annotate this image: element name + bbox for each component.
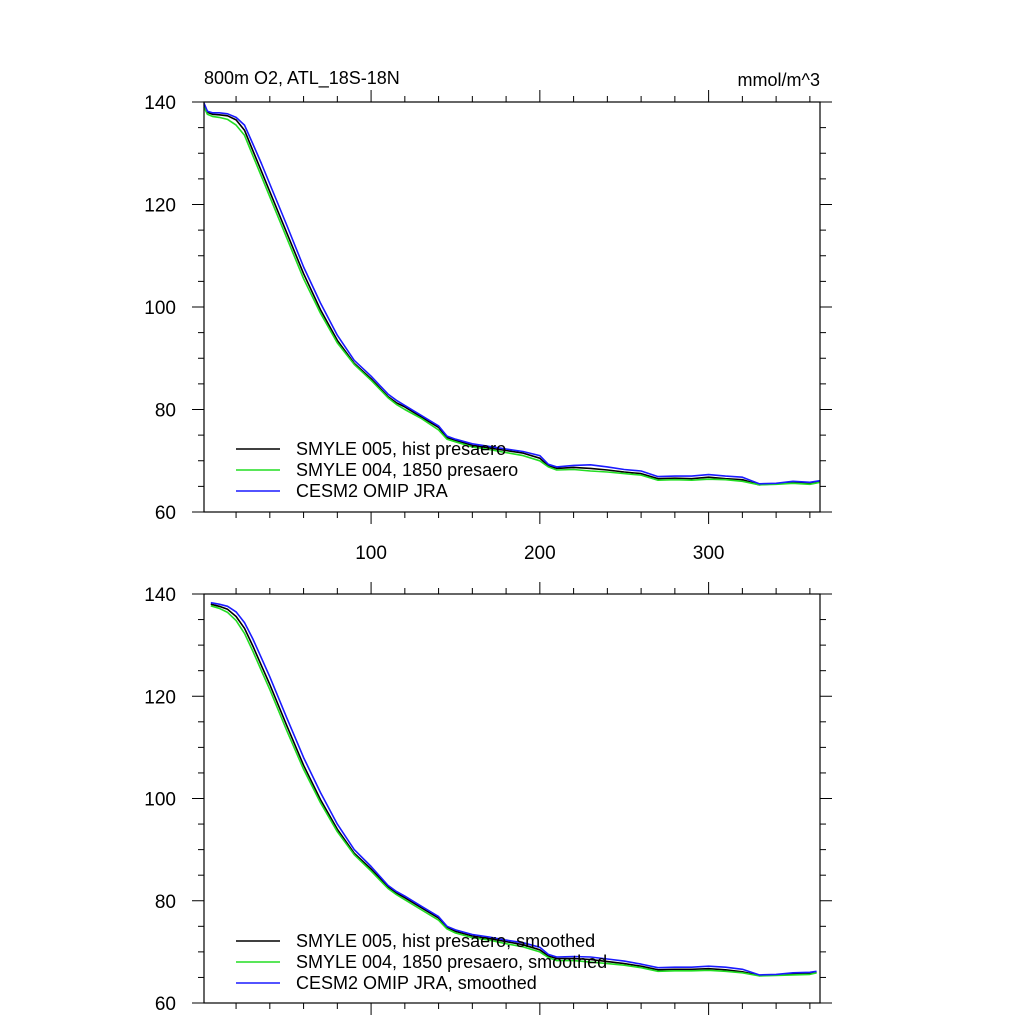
top-panel: 800m O2, ATL_18S-18N mmol/m^3 60 80 100 120… xyxy=(144,68,832,564)
top-panel-ticks: 60 80 100 120 140 100 200 300 xyxy=(144,90,832,564)
top-ytick-label: 120 xyxy=(144,196,176,217)
top-xtick-label: 300 xyxy=(693,543,725,564)
bottom-panel-ticks: 60 80 100 120 140 xyxy=(144,582,832,1015)
top-xtick-label: 100 xyxy=(355,543,387,564)
top-panel-marks xyxy=(203,102,821,486)
bottom-ytick-label: 60 xyxy=(155,994,176,1015)
top-ytick-label: 60 xyxy=(155,503,176,524)
top-series-line-0 xyxy=(203,104,821,486)
bottom-ytick-label: 100 xyxy=(144,790,176,811)
bottom-panel-marks xyxy=(210,601,817,977)
top-xtick-label: 200 xyxy=(524,543,556,564)
legend-label-smyle004-smoothed: SMYLE 004, 1850 presaero, smoothed xyxy=(296,952,607,972)
bottom-panel: 60 80 100 120 140 SMYLE 005, hist presaero, … xyxy=(144,582,832,1015)
top-series-line-1 xyxy=(203,106,821,486)
units-label: mmol/m^3 xyxy=(738,70,820,90)
bottom-ytick-label: 120 xyxy=(144,687,176,708)
legend-label-cesm2: CESM2 OMIP JRA xyxy=(296,481,448,501)
legend-label-smyle004: SMYLE 004, 1850 presaero xyxy=(296,460,518,480)
top-series-line-2 xyxy=(203,102,821,485)
bottom-series-line-2 xyxy=(210,601,817,976)
top-panel-title: 800m O2, ATL_18S-18N xyxy=(204,68,400,89)
top-ytick-label: 100 xyxy=(144,298,176,319)
legend-label-smyle005-smoothed: SMYLE 005, hist presaero, smoothed xyxy=(296,931,595,951)
bottom-ytick-label: 80 xyxy=(155,892,176,913)
bottom-ytick-label: 140 xyxy=(144,585,176,606)
legend-label-smyle005: SMYLE 005, hist presaero xyxy=(296,439,506,459)
bottom-series-line-0 xyxy=(210,603,817,977)
bottom-series-line-1 xyxy=(210,605,817,977)
legend-label-cesm2-smoothed: CESM2 OMIP JRA, smoothed xyxy=(296,973,537,993)
top-ytick-label: 80 xyxy=(155,401,176,422)
bottom-panel-legend: SMYLE 005, hist presaero, smoothed SMYLE… xyxy=(236,931,607,993)
top-panel-legend: SMYLE 005, hist presaero SMYLE 004, 1850… xyxy=(236,439,518,501)
top-ytick-label: 140 xyxy=(144,93,176,114)
